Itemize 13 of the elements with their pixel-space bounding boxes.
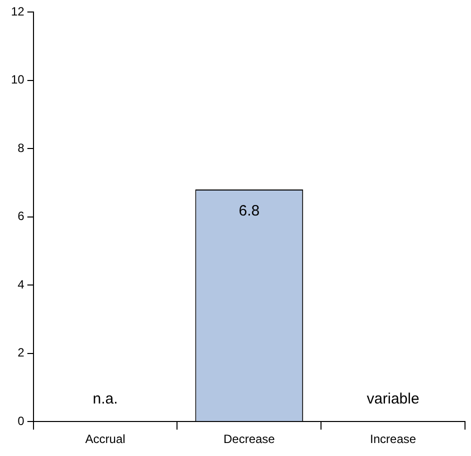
y-tick-label: 4 <box>18 277 25 292</box>
y-tick-label: 2 <box>18 346 25 360</box>
text: variable <box>366 390 420 408</box>
x-tick-label: Decrease <box>223 432 276 446</box>
y-tick-label: 12 <box>10 4 25 18</box>
x-tick-label: Increase <box>370 432 416 446</box>
y-tick-label: 0 <box>18 414 25 428</box>
data-label: 6.8 <box>238 202 260 220</box>
y-tick-label: 6 <box>18 209 25 224</box>
text: n.a. <box>92 390 118 408</box>
x-tick-label: Accrual <box>85 432 126 446</box>
y-tick-label: 8 <box>18 140 25 155</box>
y-tick-label: 10 <box>10 72 25 87</box>
